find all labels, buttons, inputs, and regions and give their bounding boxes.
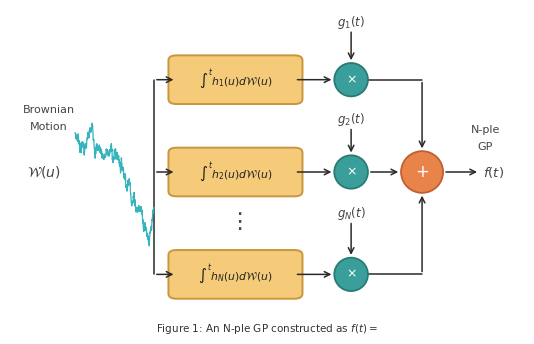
Text: $g_2(t)$: $g_2(t)$ bbox=[337, 111, 365, 128]
Text: $\times$: $\times$ bbox=[345, 165, 357, 179]
FancyBboxPatch shape bbox=[168, 55, 302, 104]
Ellipse shape bbox=[334, 258, 368, 291]
Text: $\mathcal{W}(u)$: $\mathcal{W}(u)$ bbox=[27, 164, 60, 180]
Text: Figure 1: An N-ple GP constructed as $f(t)=$: Figure 1: An N-ple GP constructed as $f(… bbox=[156, 322, 378, 336]
Text: $\int^t h_N(u)d\mathcal{W}(u)$: $\int^t h_N(u)d\mathcal{W}(u)$ bbox=[198, 263, 273, 286]
Ellipse shape bbox=[401, 151, 443, 193]
Text: $f(t)$: $f(t)$ bbox=[483, 164, 504, 180]
Text: Motion: Motion bbox=[30, 122, 68, 132]
Text: $+$: $+$ bbox=[415, 163, 429, 181]
FancyBboxPatch shape bbox=[168, 148, 302, 196]
FancyBboxPatch shape bbox=[168, 250, 302, 299]
Text: Brownian: Brownian bbox=[23, 105, 75, 115]
Text: $\int^t h_2(u)d\mathcal{W}(u)$: $\int^t h_2(u)d\mathcal{W}(u)$ bbox=[199, 160, 272, 184]
Text: $\int^t h_1(u)d\mathcal{W}(u)$: $\int^t h_1(u)d\mathcal{W}(u)$ bbox=[199, 68, 272, 91]
Text: $g_N(t)$: $g_N(t)$ bbox=[337, 205, 365, 223]
Text: $\times$: $\times$ bbox=[345, 73, 357, 86]
Text: GP: GP bbox=[477, 142, 493, 152]
Text: N-ple: N-ple bbox=[470, 125, 500, 135]
Text: $g_1(t)$: $g_1(t)$ bbox=[337, 14, 365, 31]
Ellipse shape bbox=[334, 155, 368, 189]
Ellipse shape bbox=[334, 63, 368, 96]
Text: $\times$: $\times$ bbox=[345, 268, 357, 281]
Text: $\vdots$: $\vdots$ bbox=[229, 210, 242, 232]
